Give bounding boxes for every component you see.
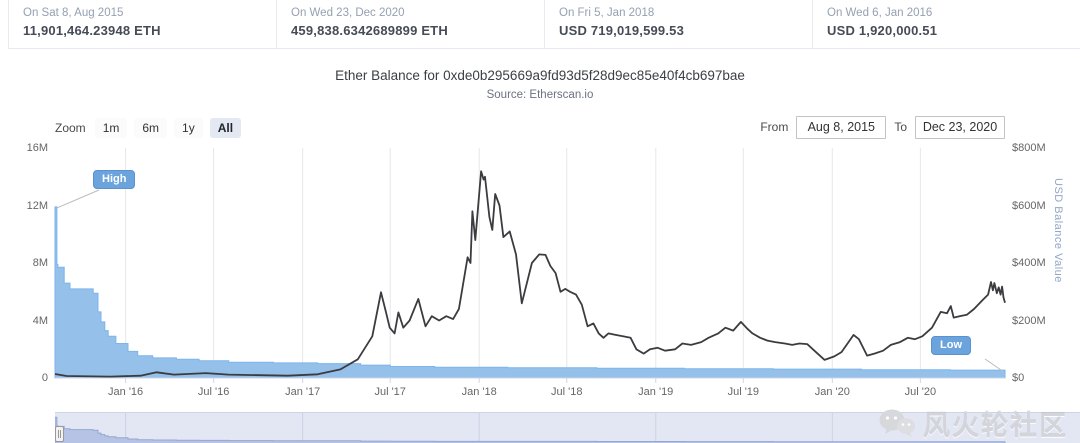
navigator-left-handle[interactable] bbox=[55, 426, 64, 442]
zoom-button-group: 1m 6m 1y All bbox=[94, 118, 242, 138]
y-axis-left-label: 16M bbox=[26, 142, 48, 154]
stat-highest-usd: On Fri 5, Jan 2018 USD 719,019,599.53 bbox=[544, 0, 812, 49]
watermark: 风火轮社区 bbox=[877, 404, 1068, 443]
to-date-input[interactable] bbox=[915, 115, 1005, 139]
high-flag[interactable]: High bbox=[93, 170, 136, 189]
y-axis-left-label: 0 bbox=[41, 372, 48, 384]
stat-value: 11,901,464.23948 ETH bbox=[23, 23, 161, 38]
low-flag[interactable]: Low bbox=[931, 336, 971, 355]
date-range-controls: From To bbox=[760, 115, 1005, 139]
chart-canvas[interactable] bbox=[54, 148, 1006, 388]
y-axis-right-label: $200M bbox=[1012, 314, 1046, 327]
x-axis-label: Jul '19 bbox=[727, 386, 760, 398]
y-axis-right-label: $400M bbox=[1012, 257, 1046, 269]
zoom-button-6m[interactable]: 6m bbox=[134, 118, 168, 138]
y-axis-left-label: 12M bbox=[26, 199, 48, 212]
stat-lowest-usd: On Wed 6, Jan 2016 USD 1,920,000.51 bbox=[812, 0, 1080, 49]
x-axis-label: Jul '16 bbox=[197, 386, 230, 398]
x-axis-label: Jul '17 bbox=[374, 386, 406, 398]
y-axis-right-label: $600M bbox=[1012, 199, 1046, 212]
x-axis-label: Jan '17 bbox=[285, 386, 321, 398]
y-axis-left-label: 8M bbox=[32, 257, 48, 269]
x-axis-label: Jul '18 bbox=[551, 386, 583, 398]
y-axis-right-label: $800M bbox=[1012, 142, 1046, 154]
chart-title: Ether Balance for 0xde0b295669a9fd93d5f2… bbox=[335, 68, 745, 83]
from-date-input[interactable] bbox=[796, 115, 887, 139]
stat-value: USD 1,920,000.51 bbox=[827, 23, 938, 38]
stats-row: On Sat 8, Aug 2015 11,901,464.23948 ETH … bbox=[0, 0, 1080, 49]
zoom-button-1y[interactable]: 1y bbox=[174, 118, 203, 138]
stat-first-balance: On Sat 8, Aug 2015 11,901,464.23948 ETH bbox=[8, 0, 276, 49]
stat-value: 459,838.6342689899 ETH bbox=[291, 23, 448, 38]
zoom-label: Zoom bbox=[55, 121, 86, 135]
zoom-button-1m[interactable]: 1m bbox=[94, 118, 128, 138]
stat-value: USD 719,019,599.53 bbox=[559, 23, 685, 38]
stat-date: On Wed 6, Jan 2016 bbox=[827, 7, 933, 19]
from-label: From bbox=[760, 120, 789, 134]
zoom-button-all[interactable]: All bbox=[209, 118, 242, 138]
watermark-text: 风火轮社区 bbox=[923, 411, 1068, 441]
x-axis-label: Jul '20 bbox=[904, 386, 937, 398]
x-axis-label: Jan '20 bbox=[814, 386, 850, 398]
zoom-controls: Zoom 1m 6m 1y All bbox=[55, 117, 242, 139]
stat-date: On Wed 23, Dec 2020 bbox=[291, 7, 405, 19]
x-axis-label: Jan '19 bbox=[638, 386, 674, 398]
stat-date: On Fri 5, Jan 2018 bbox=[559, 7, 655, 19]
x-axis-label: Jan '16 bbox=[108, 386, 144, 398]
y-axis-right-label: $0 bbox=[1012, 372, 1025, 384]
stat-last-balance: On Wed 23, Dec 2020 459,838.6342689899 E… bbox=[276, 0, 544, 49]
navigator-mini-chart bbox=[54, 413, 1006, 443]
to-label: To bbox=[894, 120, 907, 134]
stat-date: On Sat 8, Aug 2015 bbox=[23, 7, 124, 19]
wechat-icon bbox=[879, 409, 915, 437]
right-axis-title: USD Balance Value bbox=[1052, 178, 1064, 283]
chart-subtitle: Source: Etherscan.io bbox=[486, 89, 594, 101]
chart-plot-area[interactable]: High Low bbox=[54, 148, 1006, 383]
y-axis-left-label: 4M bbox=[32, 314, 48, 327]
x-axis-label: Jan '18 bbox=[461, 386, 497, 398]
